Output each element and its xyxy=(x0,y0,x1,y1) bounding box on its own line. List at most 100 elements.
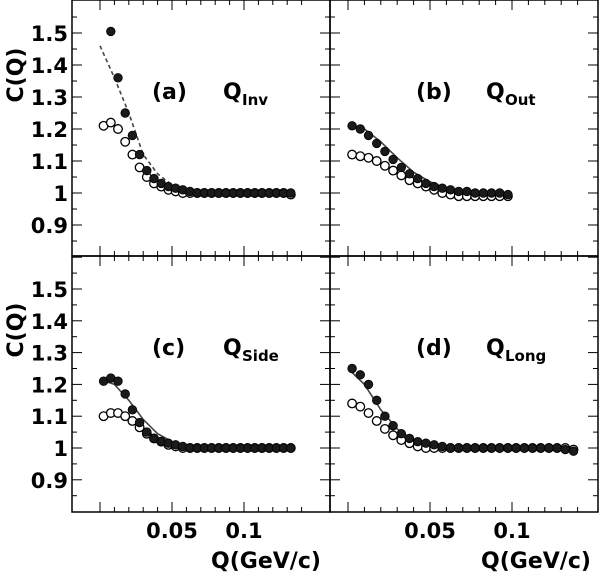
filled-point xyxy=(347,363,357,374)
filled-point xyxy=(527,443,538,453)
filled-point xyxy=(355,124,366,134)
ytick-label: 1.2 xyxy=(31,118,68,142)
filled-point xyxy=(478,443,489,453)
open-point xyxy=(113,124,123,134)
filled-point xyxy=(396,162,407,173)
filled-point xyxy=(445,185,456,195)
panel-b-frame xyxy=(329,0,599,257)
filled-point xyxy=(503,189,513,200)
panel-d-label: (d) xyxy=(416,336,452,361)
filled-point xyxy=(486,443,497,453)
filled-point xyxy=(363,379,374,390)
filled-point xyxy=(544,443,554,453)
filled-point xyxy=(429,440,439,450)
filled-point xyxy=(454,186,464,197)
ytick-label: 1.3 xyxy=(31,342,68,366)
filled-point xyxy=(404,169,415,179)
filled-point xyxy=(355,370,366,380)
panel-a-variable-subscript: Inv xyxy=(242,91,268,109)
filled-point xyxy=(134,149,145,160)
filled-point xyxy=(536,443,546,453)
ytick-label: 1.5 xyxy=(31,278,68,302)
panel-c-variable: Q xyxy=(223,336,242,361)
open-point xyxy=(363,152,374,163)
open-point xyxy=(105,117,116,128)
open-point xyxy=(388,165,399,176)
ytick-label: 1.1 xyxy=(31,150,68,174)
open-point xyxy=(120,136,131,147)
filled-point xyxy=(404,433,415,444)
filled-point xyxy=(127,405,138,415)
filled-point xyxy=(106,26,116,37)
filled-point xyxy=(462,186,472,197)
open-point xyxy=(120,411,131,422)
xtick-label: 0.1 xyxy=(225,519,262,543)
open-point xyxy=(355,151,366,162)
filled-point xyxy=(113,73,123,83)
fit-line xyxy=(99,45,295,194)
ytick-label: 0.9 xyxy=(31,469,68,493)
xtick-labels-right: 0.05 0.1 xyxy=(404,519,531,543)
xtick-label: 0.1 xyxy=(493,519,530,543)
filled-point xyxy=(421,178,431,189)
open-point xyxy=(371,416,382,426)
panel-d-variable-subscript: Long xyxy=(505,347,546,365)
panel-a-label: (a) xyxy=(152,80,187,105)
filled-point xyxy=(363,130,374,141)
filled-point xyxy=(372,395,382,406)
filled-point xyxy=(503,443,513,453)
filled-point xyxy=(286,188,296,198)
filled-point xyxy=(388,154,398,165)
filled-point xyxy=(413,173,423,184)
open-point xyxy=(396,170,407,181)
filled-point xyxy=(478,188,489,198)
panel-d-plot-area xyxy=(347,363,579,456)
xlabel-left: Q(GeV/c) xyxy=(211,549,321,574)
ytick-label: 1.3 xyxy=(31,86,68,110)
filled-point xyxy=(380,146,390,157)
ytick-label: 1.1 xyxy=(31,405,68,429)
ytick-label: 1 xyxy=(53,437,68,461)
panel-a-variable: Q xyxy=(223,80,242,105)
filled-point xyxy=(470,443,480,453)
open-point xyxy=(371,156,382,166)
filled-point xyxy=(437,183,448,193)
filled-point xyxy=(149,173,159,184)
panel-b: (b) Q Out xyxy=(329,0,599,257)
filled-point xyxy=(470,188,480,198)
filled-point xyxy=(445,443,456,453)
filled-point xyxy=(519,443,530,453)
open-point xyxy=(347,398,358,409)
filled-point xyxy=(142,427,152,437)
filled-point xyxy=(560,444,571,455)
filled-point xyxy=(127,130,138,141)
open-point xyxy=(355,401,366,412)
filled-point xyxy=(120,108,130,118)
xtick-label: 0.05 xyxy=(404,519,456,543)
ytick-label: 1.4 xyxy=(31,310,68,334)
filled-point xyxy=(372,138,382,149)
filled-point xyxy=(388,421,398,431)
panel-c-label: (c) xyxy=(152,336,185,361)
fit-line xyxy=(347,367,578,449)
xtick-labels-left: 0.05 0.1 xyxy=(146,519,263,543)
panel-a-frame xyxy=(71,0,331,257)
filled-point xyxy=(495,443,505,453)
ytick-label: 1.2 xyxy=(31,373,68,397)
filled-point xyxy=(286,443,296,453)
ylabel-bottom: C(Q) xyxy=(4,303,29,358)
filled-point xyxy=(421,438,431,448)
filled-point xyxy=(113,376,123,386)
ytick-label: 0.9 xyxy=(31,214,68,238)
filled-point xyxy=(454,443,464,453)
filled-point xyxy=(413,436,423,447)
filled-point xyxy=(437,441,448,452)
filled-point xyxy=(552,443,562,453)
panel-b-variable: Q xyxy=(486,80,505,105)
ytick-labels-top: 1.5 1.4 1.3 1.2 1.1 1 0.9 xyxy=(31,22,68,238)
ytick-label: 1.4 xyxy=(31,54,68,78)
xlabel-right: Q(GeV/c) xyxy=(481,549,591,574)
panel-a-plot-area xyxy=(98,26,296,200)
ytick-labels-bottom: 1.5 1.4 1.3 1.2 1.1 1 0.9 xyxy=(31,278,68,493)
